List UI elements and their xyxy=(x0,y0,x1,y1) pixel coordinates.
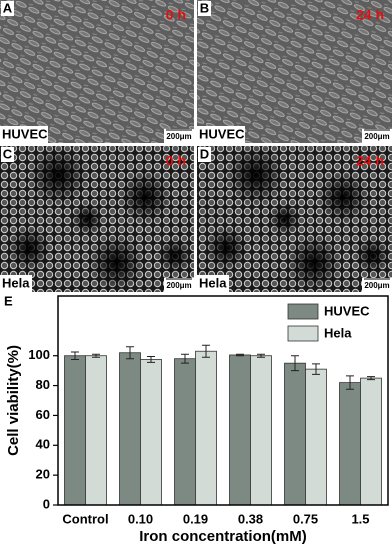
gap-region xyxy=(225,145,286,206)
error-bar xyxy=(202,344,210,358)
legend-swatch xyxy=(287,303,319,320)
scale-bar-box xyxy=(164,129,194,143)
gap-region xyxy=(286,234,342,291)
bar xyxy=(140,359,162,506)
gap-region xyxy=(71,203,104,235)
micrograph-image xyxy=(0,0,194,143)
gap-region xyxy=(156,237,193,274)
panel-letter-box xyxy=(1,1,14,16)
micrograph: B 24 h HUVEC 200μm xyxy=(197,0,392,143)
x-axis-title: Iron concentration(mM) xyxy=(139,528,307,544)
panel-letter: C xyxy=(3,146,13,161)
time-label: 0 h xyxy=(166,7,186,23)
bar xyxy=(229,354,251,506)
error-bar xyxy=(71,351,79,360)
panel-letter: D xyxy=(200,146,209,161)
gap-region xyxy=(28,145,89,206)
plot-frame xyxy=(57,295,389,506)
error-bar xyxy=(367,376,375,381)
micrograph: D 24 h Hela 200μm xyxy=(197,145,392,292)
bar xyxy=(195,350,217,506)
scale-label: 200μm xyxy=(166,132,191,141)
y-tick-label: 0 xyxy=(43,496,50,511)
gap-region xyxy=(7,226,52,271)
bar xyxy=(250,355,272,506)
scale-bar-box xyxy=(362,129,392,143)
gap-region xyxy=(119,171,172,224)
time-label: 24 h xyxy=(356,7,384,23)
cell-label-box xyxy=(197,275,229,292)
x-tick-label: 1.5 xyxy=(351,511,369,526)
gap-region xyxy=(204,226,249,271)
x-tick-label: 0.10 xyxy=(128,511,153,526)
error-bar xyxy=(312,363,320,375)
micrograph: C 0 h Hela 200μm xyxy=(0,145,194,292)
time-label: 0 h xyxy=(166,153,186,169)
cell-label-box xyxy=(0,126,48,143)
panel-letter-box xyxy=(198,147,211,162)
x-tick-label: 0.75 xyxy=(293,511,318,526)
gap-region xyxy=(268,203,301,235)
error-bar xyxy=(346,375,354,390)
cell-label: Hela xyxy=(199,275,227,290)
panel-letter-box xyxy=(198,1,211,16)
scale-label: 200μm xyxy=(364,281,389,290)
error-bar xyxy=(147,355,155,363)
bar xyxy=(85,355,107,506)
bar xyxy=(360,377,382,506)
micrograph-panels: A 0 h HUVEC 200μm B 24 h HUVEC 200μm C 0 h Hela 200… xyxy=(0,0,392,292)
bar xyxy=(174,358,196,506)
y-tick-label: 40 xyxy=(36,437,50,452)
y-tick-label: 60 xyxy=(36,407,50,422)
x-tick-label: 0.19 xyxy=(183,511,208,526)
bar xyxy=(119,352,141,506)
scale-label: 200μm xyxy=(166,281,191,290)
panel-letter: A xyxy=(3,0,13,15)
gap-region xyxy=(317,171,370,224)
panel-letter: E xyxy=(4,293,13,308)
panel-letter: B xyxy=(200,0,209,15)
time-label: 24 h xyxy=(356,153,384,169)
gap-region xyxy=(354,237,391,274)
y-tick-label: 20 xyxy=(36,467,50,482)
micrograph-image xyxy=(197,0,392,143)
bar xyxy=(339,382,361,506)
scale-bar-box xyxy=(164,278,194,292)
x-tick-label: 0.38 xyxy=(238,511,263,526)
scale-label: 200μm xyxy=(364,132,389,141)
micrograph: A 0 h HUVEC 200μm xyxy=(0,0,194,143)
legend-label: HUVEC xyxy=(324,303,370,318)
error-bar xyxy=(236,353,244,357)
bar-chart: E 0 20 40 60 80 100 Control 0.10 0.19 0.38 0.75 1.5 I… xyxy=(4,293,389,544)
legend-label: Hela xyxy=(324,325,352,340)
error-bar xyxy=(291,355,299,372)
y-tick-label: 100 xyxy=(28,347,50,362)
scale-bar-box xyxy=(362,278,392,292)
panel-letter-box xyxy=(1,147,14,162)
y-axis-title: Cell viability(%) xyxy=(5,345,22,456)
error-bar xyxy=(92,353,100,358)
gap-region xyxy=(88,234,145,291)
cell-label: HUVEC xyxy=(199,126,245,141)
bar xyxy=(305,368,327,506)
cell-label: HUVEC xyxy=(2,126,48,141)
x-tick-label: Control xyxy=(62,511,108,526)
bar xyxy=(284,362,306,506)
error-bar xyxy=(257,353,265,358)
error-bar xyxy=(181,353,189,364)
cell-label-box xyxy=(0,275,32,292)
cell-label-box xyxy=(197,126,245,143)
bar xyxy=(64,355,86,506)
legend-swatch xyxy=(287,325,319,342)
cell-label: Hela xyxy=(2,275,30,290)
error-bar xyxy=(126,346,134,360)
y-tick-label: 80 xyxy=(36,377,50,392)
